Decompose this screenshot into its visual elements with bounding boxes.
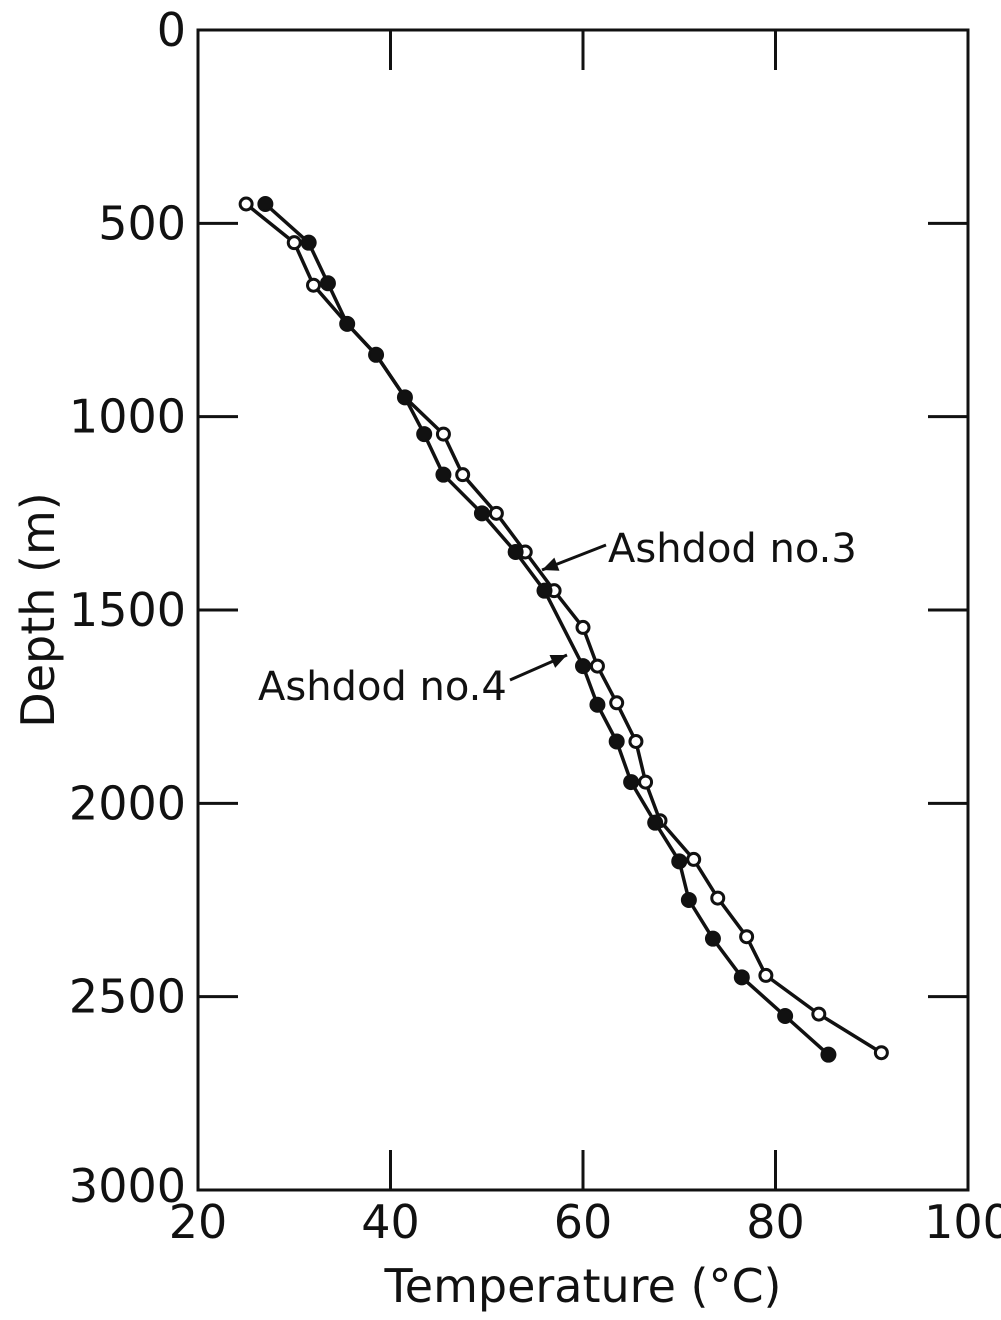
annotation-layer: Ashdod no.3 Ashdod no.4 bbox=[258, 526, 857, 710]
y-tick-label: 0 bbox=[157, 3, 186, 57]
data-point-filled bbox=[608, 733, 625, 750]
data-point-filled bbox=[536, 582, 553, 599]
data-point-filled bbox=[473, 505, 490, 522]
data-point-open bbox=[306, 277, 321, 293]
data-point-filled bbox=[575, 658, 591, 675]
y-axis-title: Depth (m) bbox=[11, 492, 65, 727]
y-tick-label: 2500 bbox=[69, 970, 186, 1024]
data-point-open bbox=[873, 1045, 889, 1061]
data-point-filled bbox=[396, 389, 413, 406]
data-point-filled bbox=[435, 466, 452, 483]
y-tick-label: 1500 bbox=[69, 583, 186, 637]
ticks bbox=[198, 30, 968, 1190]
x-tick-label: 40 bbox=[361, 1195, 420, 1249]
x-axis-title: Temperature (°C) bbox=[383, 1259, 781, 1313]
data-point-filled bbox=[820, 1046, 837, 1063]
data-point-open bbox=[686, 851, 702, 867]
data-point-open bbox=[455, 467, 471, 483]
data-point-open bbox=[575, 619, 591, 635]
data-point-filled bbox=[507, 544, 524, 560]
data-point-filled bbox=[647, 814, 664, 831]
annotation-arrowhead bbox=[542, 557, 560, 571]
data-point-open bbox=[710, 890, 726, 906]
data-point-open bbox=[739, 929, 755, 945]
y-tick-label: 2000 bbox=[69, 776, 186, 830]
data-point-filled bbox=[671, 853, 688, 870]
data-point-filled bbox=[680, 892, 697, 908]
data-point-filled bbox=[257, 196, 274, 212]
data-point-filled bbox=[368, 346, 385, 363]
x-tick-label: 60 bbox=[554, 1195, 613, 1249]
annotation-arrowhead bbox=[549, 655, 567, 668]
data-point-open bbox=[589, 658, 605, 674]
x-tick-label: 80 bbox=[746, 1195, 805, 1249]
annotation-label: Ashdod no.3 bbox=[608, 526, 857, 572]
x-tick-label: 20 bbox=[169, 1195, 228, 1249]
data-point-open bbox=[488, 505, 504, 521]
data-point-open bbox=[286, 235, 302, 251]
data-point-open bbox=[435, 426, 451, 442]
y-tick-label: 1000 bbox=[69, 390, 186, 444]
data-point-filled bbox=[704, 930, 721, 947]
data-point-filled bbox=[416, 426, 433, 443]
data-point-open bbox=[609, 695, 625, 711]
plot-frame bbox=[196, 28, 970, 1192]
annotation-label: Ashdod no.4 bbox=[258, 664, 507, 710]
y-tick-label: 500 bbox=[98, 196, 186, 250]
data-point-open bbox=[638, 774, 654, 790]
data-point-open bbox=[628, 733, 644, 749]
data-point-open bbox=[811, 1006, 827, 1022]
series-layer bbox=[238, 196, 889, 1063]
data-point-filled bbox=[319, 275, 336, 292]
data-point-open bbox=[758, 967, 774, 983]
data-point-filled bbox=[777, 1008, 794, 1024]
data-point-filled bbox=[733, 969, 750, 986]
y-tick-label: 3000 bbox=[69, 1159, 186, 1213]
data-point-filled bbox=[339, 315, 356, 332]
series-line-1 bbox=[264, 202, 830, 1057]
data-point-filled bbox=[300, 234, 317, 251]
data-point-filled bbox=[589, 696, 606, 713]
data-point-open bbox=[238, 196, 254, 212]
x-tick-label: 100 bbox=[924, 1195, 1001, 1249]
data-point-filled bbox=[623, 774, 640, 791]
